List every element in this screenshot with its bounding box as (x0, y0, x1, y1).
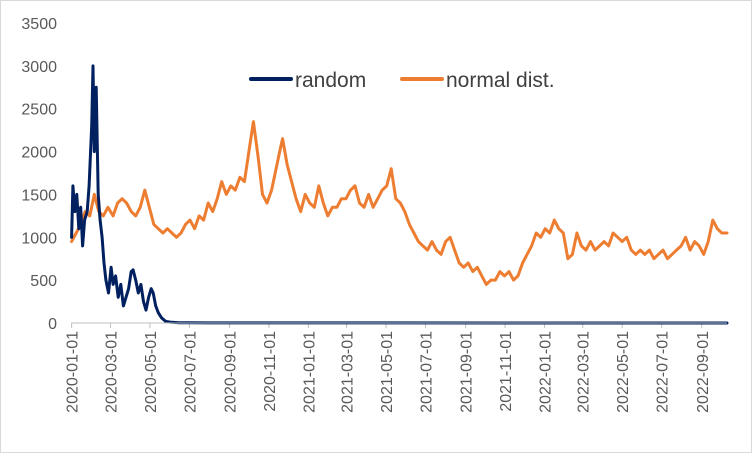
x-tick-label: 2022-05-01 (615, 331, 632, 413)
x-tick-label: 2020-07-01 (182, 331, 199, 413)
legend-label-normal-dist: normal dist. (446, 69, 555, 92)
x-tick-label: 2022-09-01 (695, 331, 712, 413)
legend-label-random: random (295, 69, 366, 92)
y-tick-label: 0 (48, 316, 57, 333)
x-tick-label: 2021-01-01 (301, 331, 318, 413)
x-tick-label: 2022-01-01 (538, 331, 555, 413)
series-line-random (70, 64, 729, 325)
x-tick-label: 2020-05-01 (143, 331, 160, 413)
y-tick-label: 3500 (21, 16, 57, 33)
x-tick-label: 2021-05-01 (379, 331, 396, 413)
y-tick-label: 500 (30, 273, 57, 290)
series-lines (70, 64, 729, 325)
y-tick-label: 2000 (21, 145, 57, 162)
x-tick-label: 2020-01-01 (65, 331, 82, 413)
x-tick-label: 2022-03-01 (576, 331, 593, 413)
series-line-normal-dist (70, 120, 729, 286)
x-tick-label: 2021-11-01 (498, 331, 515, 412)
legend: random normal dist. (249, 69, 555, 92)
x-tick-label: 2021-09-01 (459, 331, 476, 413)
y-tick-label: 1000 (21, 230, 57, 247)
y-tick-label: 2500 (21, 102, 57, 119)
x-axis-ticks: 2020-01-01 2020-03-01 2020-05-01 2020-07-01… (65, 323, 712, 413)
x-tick-label: 2021-07-01 (419, 331, 436, 413)
y-axis-ticks: 0 500 1000 1500 2000 2500 3000 3500 (21, 16, 57, 333)
x-tick-label: 2020-03-01 (103, 331, 120, 413)
x-tick-label: 2020-11-01 (262, 331, 279, 412)
x-tick-label: 2022-07-01 (655, 331, 672, 413)
y-tick-label: 3000 (21, 59, 57, 76)
y-tick-label: 1500 (21, 187, 57, 204)
x-tick-label: 2020-09-01 (223, 331, 240, 413)
x-tick-label: 2021-03-01 (340, 331, 357, 413)
